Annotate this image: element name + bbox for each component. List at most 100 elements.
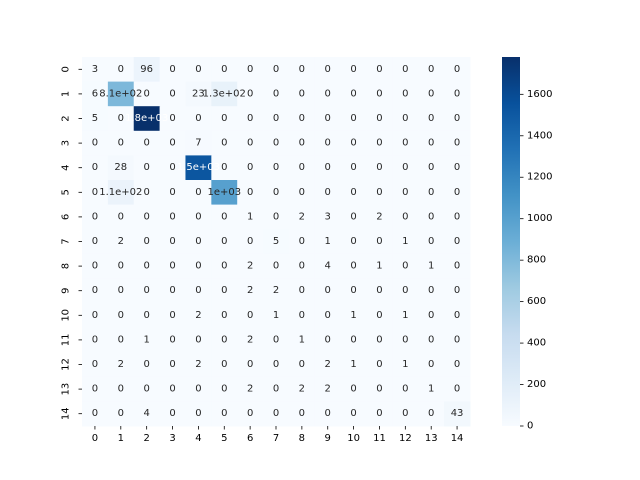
cell-annotation-r3-c8: 0 bbox=[299, 138, 305, 149]
cell-annotation-r2-c5: 0 bbox=[221, 113, 227, 124]
cell-annotation-r10-c1: 0 bbox=[118, 310, 124, 321]
heatmap-cell-r5-c14 bbox=[444, 180, 471, 206]
colorbar-tick-label: 1600 bbox=[527, 89, 552, 100]
cell-annotation-r8-c11: 1 bbox=[376, 261, 382, 272]
cell-annotation-r11-c0: 0 bbox=[92, 334, 98, 345]
heatmap-cell-r1-c2 bbox=[133, 81, 161, 107]
heatmap-cell-r12-c3 bbox=[159, 352, 186, 378]
cell-annotation-r8-c12: 0 bbox=[402, 261, 408, 272]
heatmap-cell-r12-c10 bbox=[340, 352, 368, 378]
heatmap-cell-r0-c0 bbox=[82, 57, 109, 83]
heatmap-cell-r5-c1 bbox=[107, 180, 135, 206]
cell-annotation-r11-c6: 2 bbox=[247, 334, 253, 345]
heatmap-cell-r3-c12 bbox=[392, 130, 419, 156]
heatmap-cell-r6-c9 bbox=[314, 204, 342, 230]
heatmap-cell-r3-c5 bbox=[211, 130, 238, 156]
heatmap-cell-r4-c1 bbox=[107, 155, 135, 181]
heatmap-cell-r6-c3 bbox=[159, 204, 186, 230]
cell-annotation-r13-c12: 0 bbox=[402, 384, 408, 395]
cell-annotation-r10-c7: 1 bbox=[273, 310, 279, 321]
cell-annotation-r13-c8: 2 bbox=[299, 384, 305, 395]
cell-annotation-r3-c11: 0 bbox=[376, 138, 382, 149]
heatmap-cell-r2-c14 bbox=[444, 106, 471, 132]
cell-annotation-r8-c7: 0 bbox=[273, 261, 279, 272]
cell-annotation-r11-c3: 0 bbox=[169, 334, 175, 345]
heatmap-cell-r13-c4 bbox=[185, 376, 212, 402]
heatmap-cell-r14-c12 bbox=[392, 401, 419, 427]
heatmap-cell-r0-c5 bbox=[211, 57, 238, 83]
heatmap-cell-r0-c9 bbox=[314, 57, 342, 83]
cell-annotation-r14-c3: 0 bbox=[169, 408, 175, 419]
cell-annotation-r12-c5: 0 bbox=[221, 359, 227, 370]
heatmap-cell-r6-c14 bbox=[444, 204, 471, 230]
x-axis-ticks: 0 1 2 3 4 5 6 7 8 9 10 11 12 13 14 bbox=[92, 426, 463, 444]
heatmap-cell-r12-c0 bbox=[82, 352, 109, 378]
heatmap-cell-r7-c7 bbox=[263, 229, 290, 255]
heatmap-cell-r11-c10 bbox=[340, 327, 368, 353]
cell-annotation-r2-c6: 0 bbox=[247, 113, 253, 124]
cell-annotation-r11-c7: 0 bbox=[273, 334, 279, 345]
heatmap-cell-r3-c0 bbox=[82, 130, 109, 156]
cell-annotation-r6-c5: 0 bbox=[221, 211, 227, 222]
heatmap-cell-r2-c8 bbox=[288, 106, 316, 132]
cell-annotation-r1-c14: 0 bbox=[454, 88, 460, 99]
heatmap-cell-r8-c4 bbox=[185, 253, 212, 279]
cell-annotation-r7-c2: 0 bbox=[143, 236, 149, 247]
cell-annotation-r6-c7: 0 bbox=[273, 211, 279, 222]
cell-annotation-r10-c3: 0 bbox=[169, 310, 175, 321]
colorbar: 0 200 400 600 800 1000 1200 1400 1600 bbox=[502, 57, 552, 432]
cell-annotation-r2-c10: 0 bbox=[350, 113, 356, 124]
heatmap-cell-r0-c11 bbox=[366, 57, 393, 83]
heatmap-cell-r13-c8 bbox=[288, 376, 316, 402]
heatmap-cell-r3-c7 bbox=[263, 130, 290, 156]
heatmap-cell-r8-c0 bbox=[82, 253, 109, 279]
y-tick-label: 0 bbox=[61, 66, 72, 72]
cell-annotation-r3-c5: 0 bbox=[221, 138, 227, 149]
heatmap-cell-r5-c11 bbox=[366, 180, 393, 206]
colorbar-tick-label: 1200 bbox=[527, 172, 552, 183]
heatmap-cell-r11-c1 bbox=[107, 327, 135, 353]
heatmap-cell-r5-c13 bbox=[418, 180, 445, 206]
cell-annotation-r4-c6: 0 bbox=[247, 162, 253, 173]
y-tick-label: 7 bbox=[61, 238, 72, 244]
cell-annotation-r7-c12: 1 bbox=[402, 236, 408, 247]
heatmap-cell-r12-c1 bbox=[107, 352, 135, 378]
heatmap-cell-r2-c7 bbox=[263, 106, 290, 132]
heatmap-cell-r8-c8 bbox=[288, 253, 316, 279]
cell-annotation-r4-c9: 0 bbox=[325, 162, 331, 173]
cell-annotation-r7-c0: 0 bbox=[92, 236, 98, 247]
cell-annotation-r3-c9: 0 bbox=[325, 138, 331, 149]
heatmap-cell-r2-c6 bbox=[237, 106, 264, 132]
heatmap-cell-r7-c0 bbox=[82, 229, 109, 255]
heatmap-cell-r11-c8 bbox=[288, 327, 316, 353]
heatmap-cell-r7-c11 bbox=[366, 229, 393, 255]
heatmap-cell-r8-c5 bbox=[211, 253, 238, 279]
heatmap-cell-r9-c7 bbox=[263, 278, 290, 304]
cell-annotation-r2-c7: 0 bbox=[273, 113, 279, 124]
cell-annotation-r4-c14: 0 bbox=[454, 162, 460, 173]
heatmap-cell-r1-c9 bbox=[314, 81, 342, 107]
heatmap-cell-r2-c3 bbox=[159, 106, 186, 132]
cell-annotation-r0-c9: 0 bbox=[325, 64, 331, 75]
x-tick-label: 2 bbox=[143, 433, 149, 444]
cell-annotation-r13-c1: 0 bbox=[118, 384, 124, 395]
heatmap-cell-r4-c5 bbox=[211, 155, 238, 181]
cell-annotation-r13-c11: 0 bbox=[376, 384, 382, 395]
cell-annotation-r0-c8: 0 bbox=[299, 64, 305, 75]
cell-annotation-r1-c2: 0 bbox=[143, 88, 149, 99]
x-tick-label: 12 bbox=[399, 433, 412, 444]
cell-annotation-r2-c12: 0 bbox=[402, 113, 408, 124]
cell-annotation-r7-c11: 0 bbox=[376, 236, 382, 247]
cell-annotation-r9-c1: 0 bbox=[118, 285, 124, 296]
heatmap-cell-r11-c3 bbox=[159, 327, 186, 353]
y-tick-label: 13 bbox=[61, 383, 72, 396]
cell-annotation-r1-c4: 23 bbox=[192, 88, 205, 99]
cell-annotation-r8-c4: 0 bbox=[195, 261, 201, 272]
heatmap-annotations: 3 0 96 0 0 0 0 0 0 0 0 0 0 0 06 8.1e+02 0 0 231.3e+02 0 0 0 0 0… bbox=[92, 64, 464, 419]
heatmap-cell-r2-c0 bbox=[82, 106, 109, 132]
heatmap-cell-r14-c1 bbox=[107, 401, 135, 427]
heatmap-cell-r12-c14 bbox=[444, 352, 471, 378]
heatmap-cell-r2-c9 bbox=[314, 106, 342, 132]
heatmap-cell-r9-c2 bbox=[133, 278, 161, 304]
